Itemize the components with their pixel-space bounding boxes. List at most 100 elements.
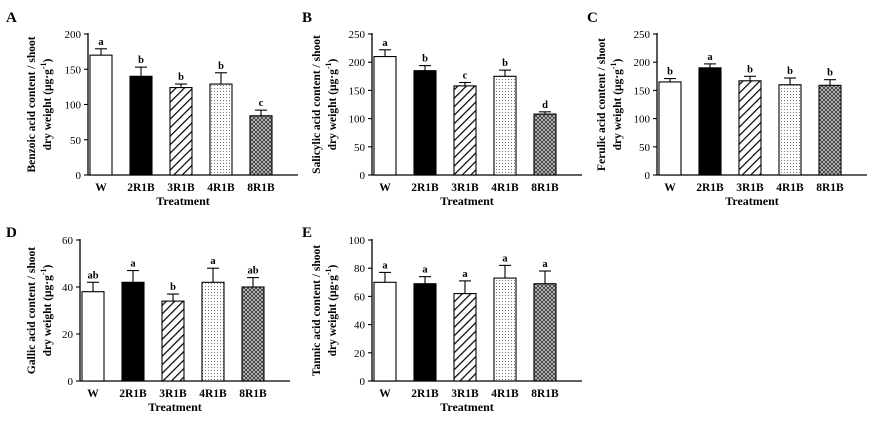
- y-tick-label: 40: [354, 320, 366, 332]
- bar-3r1b: [453, 85, 477, 176]
- bar-8r1b: [533, 283, 557, 382]
- y-axis-title-line2: dry weight (μg·g-1): [324, 264, 339, 356]
- bar-4r1b: [201, 281, 225, 382]
- y-tick-label: 80: [354, 263, 366, 275]
- significance-label: a: [502, 253, 508, 264]
- y-axis-title-line2: dry weight (μg·g-1): [39, 58, 54, 150]
- x-axis-title: Treatment: [725, 194, 779, 208]
- y-tick-label: 150: [65, 64, 82, 76]
- y-axis-title-line1: Tannic acid content / shoot: [311, 245, 323, 376]
- chart-panel-a: A 0 50 100 150 200 a Wb 2R1B b 3R1B b 4R1B c 8R1B Treat…: [6, 10, 298, 208]
- x-tick-label: 2R1B: [119, 388, 147, 400]
- x-tick-label: 4R1B: [491, 388, 519, 400]
- significance-label: b: [138, 55, 144, 66]
- x-tick-label: 8R1B: [531, 182, 559, 194]
- significance-label: a: [422, 265, 428, 276]
- significance-label: a: [210, 256, 216, 267]
- significance-label: a: [542, 259, 548, 270]
- bar-3r1b: [169, 87, 193, 176]
- x-axis-title: Treatment: [148, 400, 202, 414]
- y-tick-label: 250: [349, 29, 366, 41]
- bar-8r1b: [533, 113, 557, 176]
- bar-8r1b: [818, 84, 842, 176]
- x-tick-label: 4R1B: [491, 182, 519, 194]
- x-tick-label: 4R1B: [776, 182, 804, 194]
- x-tick-label: 4R1B: [207, 182, 235, 194]
- x-tick-label: W: [379, 388, 391, 400]
- bar-2r1b: [121, 281, 145, 382]
- bar-w: [81, 291, 105, 382]
- significance-label: a: [462, 269, 468, 280]
- x-axis-title: Treatment: [156, 194, 210, 208]
- bar-2r1b: [413, 283, 437, 382]
- bar-3r1b: [453, 293, 477, 382]
- significance-label: a: [382, 38, 388, 49]
- bar-4r1b: [493, 277, 517, 382]
- bar-8r1b: [241, 286, 265, 382]
- significance-label: b: [827, 68, 833, 79]
- x-axis-title: Treatment: [440, 400, 494, 414]
- y-tick-label: 0: [68, 376, 74, 388]
- bar-3r1b: [738, 80, 762, 176]
- y-tick-label: 200: [65, 29, 82, 41]
- y-tick-label: 20: [354, 348, 366, 360]
- y-tick-label: 0: [360, 376, 366, 388]
- significance-label: ab: [87, 270, 98, 281]
- significance-label: a: [130, 259, 136, 270]
- y-axis-title-line1: Ferulic acid content / shoot: [596, 38, 608, 171]
- significance-label: b: [178, 72, 184, 83]
- x-axis-title: Treatment: [440, 194, 494, 208]
- panel-letter: C: [587, 10, 598, 26]
- significance-label: b: [170, 282, 176, 293]
- y-tick-label: 50: [70, 135, 82, 147]
- x-tick-label: W: [664, 182, 676, 194]
- bar-w: [89, 54, 113, 176]
- bar-w: [373, 281, 397, 382]
- bar-2r1b: [129, 75, 153, 176]
- significance-label: d: [542, 100, 548, 111]
- significance-label: c: [259, 98, 264, 109]
- chart-panel-e: E 0 20 40 60 80 100 a Wa 2R1B a 3R1B a 4R1B a 8R1B Treat…: [302, 225, 582, 414]
- significance-label: b: [218, 61, 224, 72]
- x-tick-label: 8R1B: [531, 388, 559, 400]
- y-tick-label: 0: [645, 170, 651, 182]
- bar-w: [373, 56, 397, 176]
- chart-panel-c: C 0 50 100 150 200 250 b Wa 2R1B b 3R1B b 4R1B b 8R1B Tr…: [587, 10, 867, 208]
- y-tick-label: 100: [349, 235, 366, 247]
- bar-2r1b: [413, 70, 437, 176]
- x-tick-label: W: [87, 388, 99, 400]
- y-tick-label: 100: [65, 100, 82, 112]
- bar-w: [658, 81, 682, 176]
- significance-label: ab: [247, 266, 258, 277]
- bar-4r1b: [209, 83, 233, 176]
- significance-label: c: [463, 71, 468, 82]
- y-tick-label: 200: [634, 57, 651, 69]
- x-tick-label: 3R1B: [736, 182, 764, 194]
- y-tick-label: 20: [62, 329, 74, 341]
- y-tick-label: 200: [349, 57, 366, 69]
- significance-label: b: [422, 54, 428, 65]
- y-tick-label: 100: [634, 114, 651, 126]
- significance-label: a: [98, 37, 104, 48]
- x-tick-label: 2R1B: [411, 182, 439, 194]
- x-tick-label: 3R1B: [451, 182, 479, 194]
- y-axis-title-line2: dry weight (μg·g-1): [39, 264, 54, 356]
- x-tick-label: 4R1B: [199, 388, 227, 400]
- panel-letter: A: [6, 10, 17, 26]
- significance-label: a: [707, 52, 713, 63]
- y-tick-label: 0: [360, 170, 366, 182]
- x-tick-label: 3R1B: [159, 388, 187, 400]
- y-axis-title-line1: Salicylic acid content / shoot: [311, 35, 323, 174]
- y-tick-label: 100: [349, 114, 366, 126]
- y-tick-label: 150: [349, 85, 366, 97]
- y-axis-title-line1: Gallic acid content / shoot: [26, 247, 38, 374]
- significance-label: b: [747, 64, 753, 75]
- y-tick-label: 60: [354, 291, 366, 303]
- y-tick-label: 60: [62, 235, 74, 247]
- x-tick-label: 8R1B: [247, 182, 275, 194]
- y-axis-title-line2: dry weight (μg·g-1): [324, 58, 339, 150]
- x-tick-label: 3R1B: [167, 182, 195, 194]
- panel-letter: E: [302, 225, 312, 241]
- y-tick-label: 50: [354, 142, 366, 154]
